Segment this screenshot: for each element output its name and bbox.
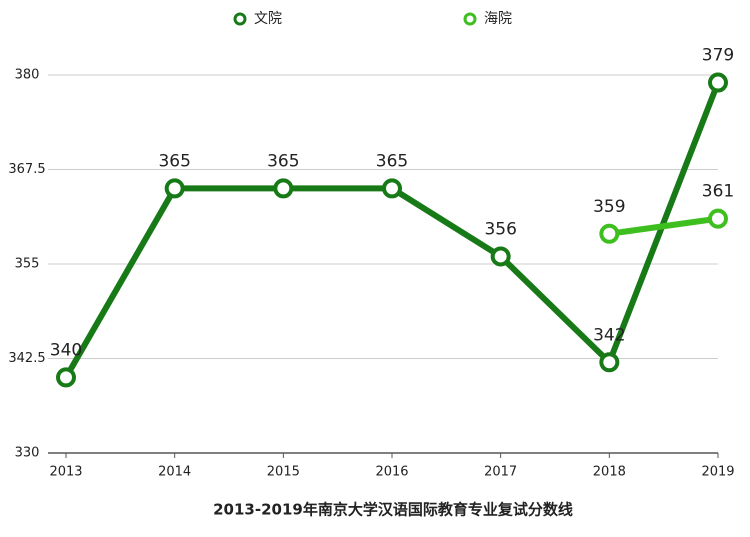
point [490, 246, 511, 267]
legend-label: 海院 [484, 11, 512, 27]
value-label: 361 [702, 182, 734, 202]
y-tick-label: 342.5 [8, 351, 45, 366]
value-label: 356 [484, 219, 516, 239]
chart-title: 2013-2019年南京大学汉语国际教育专业复试分数线 [213, 501, 573, 519]
y-tick-label: 380 [15, 68, 40, 83]
point [164, 178, 185, 199]
point [599, 223, 620, 244]
x-tick-label: 2018 [593, 465, 626, 480]
value-label: 359 [593, 197, 625, 217]
value-label: 340 [50, 340, 82, 360]
value-label: 365 [267, 151, 299, 171]
x-tick-label: 2015 [267, 465, 300, 480]
y-tick-label: 355 [15, 257, 40, 272]
point [708, 72, 728, 93]
x-tick-label: 2017 [484, 465, 517, 480]
point [708, 208, 728, 229]
series-line [608, 215, 719, 237]
point [273, 178, 294, 199]
point [56, 367, 76, 388]
legend-label: 文院 [254, 11, 282, 27]
x-tick-label: 2016 [375, 465, 408, 480]
legend-marker [463, 12, 477, 26]
x-tick-label: 2014 [158, 465, 191, 480]
x-tick-label: 2013 [49, 465, 82, 480]
point [599, 352, 620, 373]
x-tick-label: 2019 [701, 465, 734, 480]
y-tick-label: 367.5 [8, 162, 45, 177]
value-label: 342 [593, 325, 625, 345]
y-tick-label: 330 [15, 446, 40, 461]
value-label: 365 [376, 151, 408, 171]
point [382, 178, 402, 199]
legend-marker [233, 12, 247, 26]
value-label: 379 [702, 46, 734, 66]
value-label: 365 [158, 151, 190, 171]
